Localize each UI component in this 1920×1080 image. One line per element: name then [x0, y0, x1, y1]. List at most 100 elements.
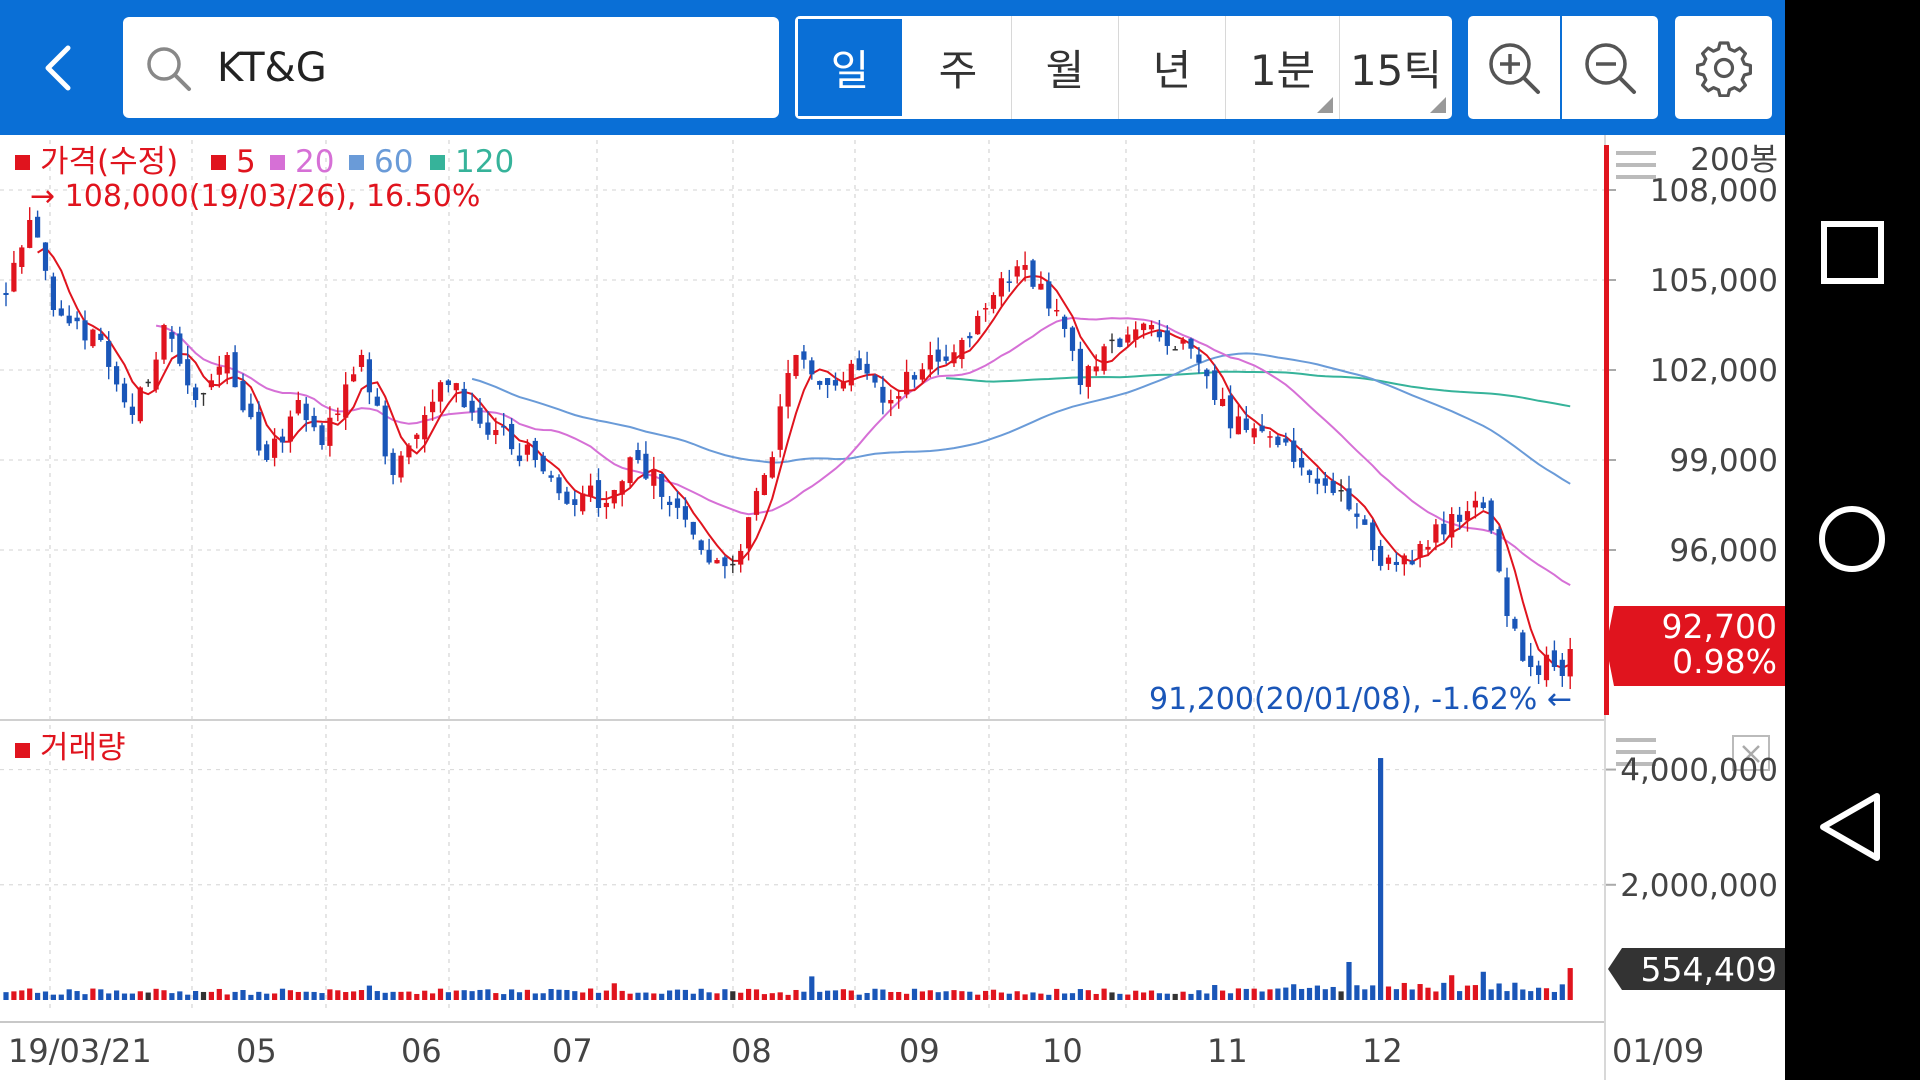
candle	[983, 303, 989, 322]
price-tick-label: 99,000	[1670, 443, 1778, 479]
tab-period-2[interactable]: 월	[1012, 16, 1119, 119]
tab-label: 월	[1045, 46, 1085, 95]
square-icon	[1821, 221, 1884, 284]
candle	[1180, 337, 1186, 350]
volume-bar	[1291, 984, 1297, 1000]
volume-bar	[216, 988, 222, 1000]
volume-bar	[1243, 988, 1249, 1000]
candle	[1496, 526, 1502, 573]
volume-bar	[919, 991, 925, 1000]
hamburger-icon[interactable]	[1616, 151, 1656, 179]
volume-bar	[627, 993, 633, 1000]
candle	[951, 344, 957, 367]
tab-period-3[interactable]: 년	[1119, 16, 1226, 119]
volume-bar	[200, 991, 207, 1000]
volume-bar	[145, 992, 151, 1000]
tab-period-5[interactable]: 15틱	[1340, 16, 1452, 119]
close-volume-icon[interactable]	[1732, 735, 1770, 771]
stock-chart[interactable]: 19/03/21 05 06 07 08 09 10 11 12 01/09 가격(수정) 5 2…	[0, 135, 1785, 1080]
volume-bar	[121, 993, 128, 1000]
candle	[1133, 321, 1139, 348]
candle	[295, 391, 301, 416]
volume-bar	[1085, 990, 1091, 1000]
volume-bar	[635, 992, 641, 1000]
volume-bar	[1362, 989, 1368, 1000]
volume-bar	[738, 992, 744, 1000]
candle	[264, 440, 270, 462]
candle	[366, 352, 372, 405]
candle	[801, 344, 807, 369]
x-tick-label: 06	[401, 1032, 442, 1070]
candle	[50, 272, 56, 317]
ma120-line	[946, 370, 1571, 408]
legend-ma120: 120	[455, 144, 514, 180]
volume-bar	[19, 990, 25, 1000]
volume-hamburger-icon[interactable]	[1616, 738, 1656, 766]
candle	[674, 490, 681, 520]
volume-bar	[1346, 961, 1352, 1000]
back-button[interactable]	[20, 20, 100, 115]
candle	[19, 245, 25, 274]
volume-bar	[619, 990, 625, 1000]
volume-bar	[825, 990, 831, 1000]
price-legend: 가격(수정) 5 20 60 120	[15, 144, 514, 180]
candle	[1109, 333, 1115, 354]
volume-bar	[674, 989, 681, 1000]
volume-bar	[769, 993, 775, 1000]
candle	[611, 489, 617, 509]
candle	[1030, 258, 1036, 290]
x-tick-label: 05	[236, 1032, 277, 1070]
volume-bar	[106, 993, 112, 1000]
home-button[interactable]	[1785, 472, 1920, 607]
candle	[880, 375, 886, 415]
candle	[1117, 337, 1123, 348]
candle	[1243, 406, 1249, 433]
tab-period-4[interactable]: 1분	[1226, 16, 1340, 119]
volume-bar	[1512, 982, 1518, 1000]
ma60-line	[471, 352, 1571, 485]
current-volume: 554,409	[1641, 950, 1777, 989]
candle	[864, 351, 870, 380]
chevron-left-icon	[45, 45, 71, 91]
volume-bar	[556, 989, 562, 1000]
volume-bar	[746, 988, 752, 1000]
tab-period-0[interactable]: 일	[795, 16, 905, 119]
system-nav-bar	[1785, 0, 1920, 1080]
candle	[1196, 347, 1202, 374]
volume-bar	[129, 993, 135, 1000]
candle	[564, 486, 570, 505]
candle	[1543, 646, 1550, 687]
current-change: 0.98%	[1672, 642, 1777, 681]
search-box[interactable]	[123, 17, 779, 118]
candle	[524, 439, 530, 462]
volume-bar	[90, 988, 96, 1000]
volume-bar	[935, 992, 941, 1000]
candle	[635, 442, 641, 464]
candle	[1536, 660, 1542, 685]
settings-button[interactable]	[1675, 16, 1772, 119]
candle	[1077, 341, 1083, 395]
volume-bar	[1038, 993, 1044, 1000]
zoom-out-button[interactable]	[1562, 16, 1658, 119]
tab-period-1[interactable]: 주	[905, 16, 1012, 119]
volume-bar	[880, 989, 886, 1000]
candle	[998, 271, 1004, 307]
bar-count-label[interactable]: 200봉	[1690, 142, 1778, 178]
volume-bar	[785, 994, 791, 1000]
back-nav-button[interactable]	[1785, 760, 1920, 895]
volume-bar	[461, 990, 467, 1000]
candle	[1567, 637, 1573, 690]
volume-bar	[343, 992, 349, 1000]
zoom-in-button[interactable]	[1468, 16, 1560, 119]
candle	[208, 373, 214, 391]
candle	[1259, 414, 1265, 433]
candle	[406, 443, 412, 465]
search-input[interactable]	[215, 29, 759, 107]
volume-bar	[651, 993, 657, 1000]
candle	[390, 448, 396, 485]
candle	[1212, 364, 1218, 405]
candle	[121, 377, 128, 408]
candle	[1054, 298, 1060, 317]
candle	[516, 443, 523, 467]
recent-apps-button[interactable]	[1785, 185, 1920, 320]
